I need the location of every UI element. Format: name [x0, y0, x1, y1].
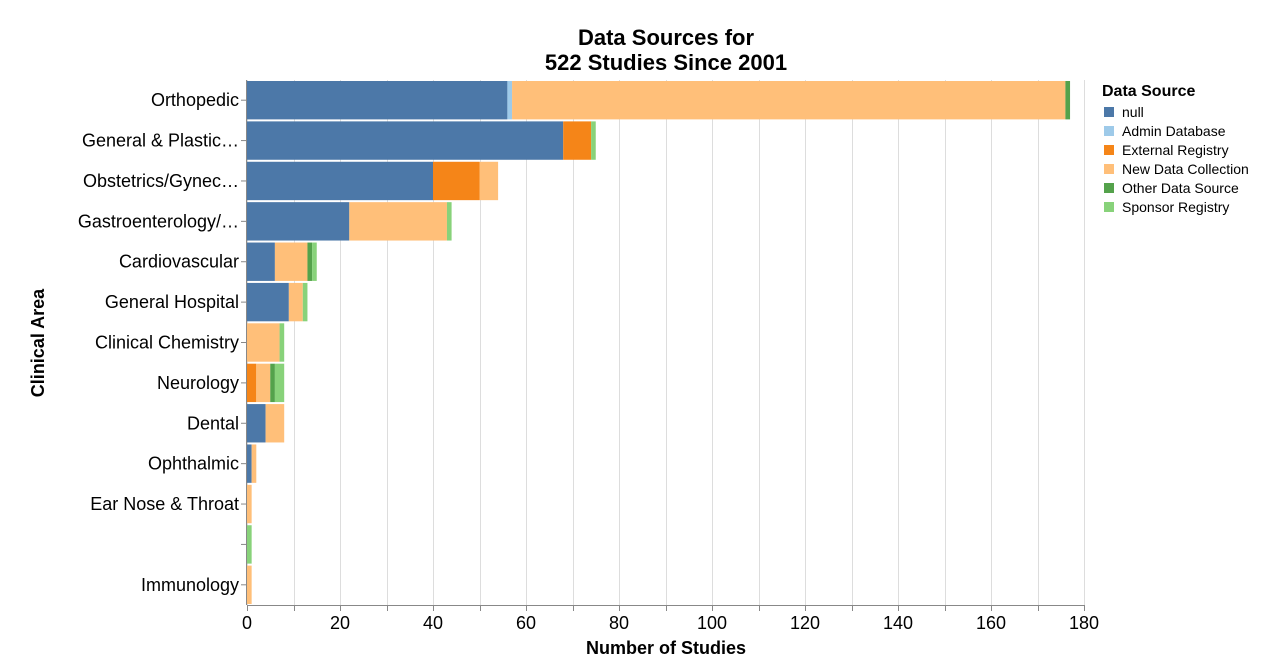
- bar-segment-other-data-source: [1065, 81, 1071, 120]
- bar-segment-null: [247, 161, 433, 201]
- x-tick-label: 20: [330, 613, 350, 633]
- bar-segment-new-data-collection: [247, 565, 252, 604]
- bar-segment-other-data-source: [270, 363, 275, 403]
- legend-title: Data Source: [1102, 83, 1195, 100]
- x-tick-label: 60: [516, 613, 536, 633]
- bar-segment-new-data-collection: [247, 484, 252, 524]
- bar-segment-null: [247, 282, 289, 322]
- x-tick-label: 80: [609, 613, 629, 633]
- y-tick-label: Ophthalmic: [148, 454, 239, 474]
- x-tick-label: 160: [976, 613, 1006, 633]
- bar-segment-new-data-collection: [349, 202, 447, 241]
- y-tick-label: Cardiovascular: [119, 252, 239, 272]
- legend-swatch: [1104, 145, 1114, 155]
- legend-label: Admin Database: [1122, 123, 1226, 139]
- bar-segment-sponsor-registry: [591, 121, 596, 160]
- y-tick-label: Neurology: [157, 373, 239, 393]
- bar-segment-null: [247, 444, 252, 483]
- bar-segment-sponsor-registry: [446, 202, 452, 241]
- legend-swatch: [1104, 107, 1114, 117]
- bar-segment-sponsor-registry: [274, 363, 285, 403]
- x-tick-label: 180: [1069, 613, 1099, 633]
- y-axis-title: Clinical Area: [28, 288, 48, 397]
- y-tick-label: Obstetrics/Gynec…: [83, 171, 239, 191]
- legend-swatch: [1104, 183, 1114, 193]
- bar-segment-new-data-collection: [247, 323, 280, 362]
- legend-label: External Registry: [1122, 142, 1229, 158]
- bar-segment-new-data-collection: [251, 444, 257, 483]
- bar-segment-null: [247, 81, 508, 120]
- bar-segment-sponsor-registry: [312, 242, 317, 281]
- legend-swatch: [1104, 202, 1114, 212]
- chart-title-line-1: Data Sources for: [578, 25, 754, 50]
- bar-segment-new-data-collection: [479, 161, 499, 201]
- bar-segment-sponsor-registry: [302, 282, 308, 322]
- bar-segment-new-data-collection: [288, 282, 303, 322]
- y-tick-label: General Hospital: [105, 292, 239, 312]
- x-tick-label: 120: [790, 613, 820, 633]
- legend-label: Sponsor Registry: [1122, 199, 1229, 215]
- chart-title: Data Sources for 522 Studies Since 2001: [545, 25, 787, 75]
- x-axis-title: Number of Studies: [586, 638, 746, 658]
- y-tick-label: Clinical Chemistry: [95, 333, 239, 353]
- bar-segment-new-data-collection: [265, 404, 285, 443]
- legend-label: Other Data Source: [1122, 180, 1239, 196]
- bar-segment-null: [247, 202, 350, 241]
- legend-swatch: [1104, 164, 1114, 174]
- bar-segment-null: [247, 121, 564, 160]
- legend-label: null: [1122, 104, 1144, 120]
- y-tick-label: General & Plastic…: [82, 131, 239, 151]
- y-tick-label: Ear Nose & Throat: [90, 494, 239, 514]
- legend: Data Source null Admin Database External R…: [1102, 83, 1249, 215]
- y-tick-label: Dental: [187, 413, 239, 433]
- x-tick-label: 100: [697, 613, 727, 633]
- bar-segment-null: [247, 242, 275, 281]
- x-tick-label: 40: [423, 613, 443, 633]
- bar-segment-new-data-collection: [274, 242, 308, 281]
- chart-title-line-2: 522 Studies Since 2001: [545, 50, 787, 75]
- bar-segment-external-registry: [433, 161, 480, 201]
- y-tick-label: Gastroenterology/…: [78, 211, 239, 231]
- x-tick-label: 0: [242, 613, 252, 633]
- bar-segment-sponsor-registry: [279, 323, 285, 362]
- bar-segment-external-registry: [563, 121, 592, 160]
- legend-swatch: [1104, 126, 1114, 136]
- bar-segment-new-data-collection: [512, 81, 1066, 120]
- bar-segment-admin-database: [507, 81, 513, 120]
- legend-label: New Data Collection: [1122, 161, 1249, 177]
- y-tick-label: Orthopedic: [151, 90, 239, 110]
- bar-segment-null: [247, 404, 266, 443]
- axes: Orthopedic General & Plastic… Obstetrics/G…: [78, 80, 1099, 633]
- bar-segment-new-data-collection: [256, 363, 271, 403]
- bar-segment-other-data-source: [307, 242, 313, 281]
- x-tick-label: 140: [883, 613, 913, 633]
- bar-segment-external-registry: [247, 363, 257, 403]
- bar-segment-sponsor-registry: [247, 525, 252, 564]
- y-tick-label: Immunology: [141, 575, 239, 595]
- bars: [247, 81, 1071, 604]
